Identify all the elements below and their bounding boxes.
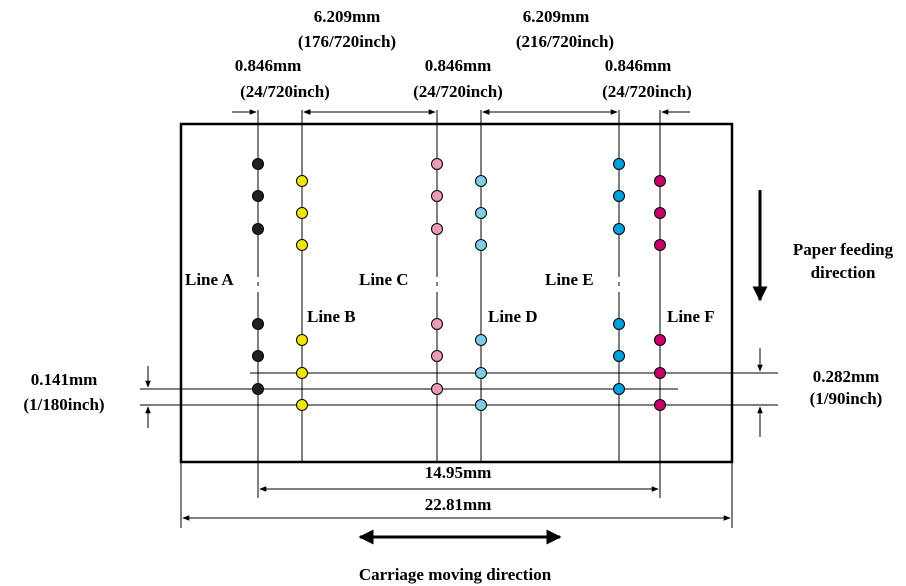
dim-inner-width: 14.95mm <box>425 463 492 482</box>
nozzle-dot <box>654 399 666 411</box>
dim-outer-width: 22.81mm <box>425 495 492 514</box>
nozzle-dot <box>296 334 308 346</box>
dim-ab-mm: 0.846mm <box>235 56 302 75</box>
dim-de-mm: 6.209mm <box>523 7 590 26</box>
nozzle-dot <box>252 223 264 235</box>
dim-pitch-half-mm: 0.141mm <box>31 370 98 389</box>
nozzle-dot <box>654 367 666 379</box>
nozzle-dot <box>613 223 625 235</box>
label-line-e: Line E <box>545 270 594 289</box>
nozzle-dot <box>475 207 487 219</box>
dim-ef-mm: 0.846mm <box>605 56 672 75</box>
nozzle-dot <box>613 350 625 362</box>
label-line-b: Line B <box>307 307 356 326</box>
nozzle-dot <box>252 158 264 170</box>
nozzle-dot <box>613 158 625 170</box>
nozzle-dot <box>613 318 625 330</box>
dim-pitch-mm: 0.282mm <box>813 367 880 386</box>
nozzle-dot <box>431 190 443 202</box>
nozzles-line-a <box>252 158 264 395</box>
nozzle-dot <box>475 399 487 411</box>
nozzle-dot <box>475 239 487 251</box>
dim-cd-mm: 0.846mm <box>425 56 492 75</box>
nozzles-line-e <box>613 158 625 395</box>
nozzle-dot <box>475 334 487 346</box>
nozzle-dot <box>431 350 443 362</box>
dim-ef-in: (24/720inch) <box>602 82 692 101</box>
dim-ab-in: (24/720inch) <box>240 82 330 101</box>
dim-bc-mm: 6.209mm <box>314 7 381 26</box>
nozzle-dot <box>475 175 487 187</box>
label-line-f: Line F <box>667 307 715 326</box>
nozzle-dot <box>654 239 666 251</box>
nozzle-dot <box>252 318 264 330</box>
paper-feed-label-1: Paper feeding <box>793 240 894 259</box>
nozzle-dot <box>296 239 308 251</box>
nozzle-dot <box>613 190 625 202</box>
nozzle-dot <box>654 207 666 219</box>
dim-pitch-half-in: (1/180inch) <box>23 395 104 414</box>
print-head-frame <box>179 122 734 464</box>
carriage-label: Carriage moving direction <box>359 565 552 584</box>
nozzle-dot <box>475 367 487 379</box>
nozzle-dot <box>431 383 443 395</box>
nozzle-dot <box>252 383 264 395</box>
nozzle-lines <box>257 110 661 498</box>
nozzle-dot <box>252 350 264 362</box>
dim-pitch-in: (1/90inch) <box>810 389 883 408</box>
label-line-c: Line C <box>359 270 409 289</box>
dim-de-in: (216/720inch) <box>516 32 614 51</box>
dim-cd-in: (24/720inch) <box>413 82 503 101</box>
nozzles-line-f <box>654 175 666 411</box>
nozzle-dot <box>431 223 443 235</box>
nozzle-dot <box>431 158 443 170</box>
nozzles-line-b <box>296 175 308 411</box>
nozzle-dot <box>431 318 443 330</box>
dim-bc-in: (176/720inch) <box>298 32 396 51</box>
paper-feed-label-2: direction <box>811 263 876 282</box>
label-line-a: Line A <box>185 270 234 289</box>
nozzle-dot <box>654 334 666 346</box>
nozzle-dot <box>252 190 264 202</box>
nozzles-line-d <box>475 175 487 411</box>
nozzles-line-c <box>431 158 443 395</box>
nozzle-dot <box>296 399 308 411</box>
nozzle-dot <box>654 175 666 187</box>
nozzle-dot <box>296 207 308 219</box>
nozzle-dot <box>296 175 308 187</box>
nozzle-dot <box>296 367 308 379</box>
label-line-d: Line D <box>488 307 538 326</box>
nozzle-dot <box>613 383 625 395</box>
